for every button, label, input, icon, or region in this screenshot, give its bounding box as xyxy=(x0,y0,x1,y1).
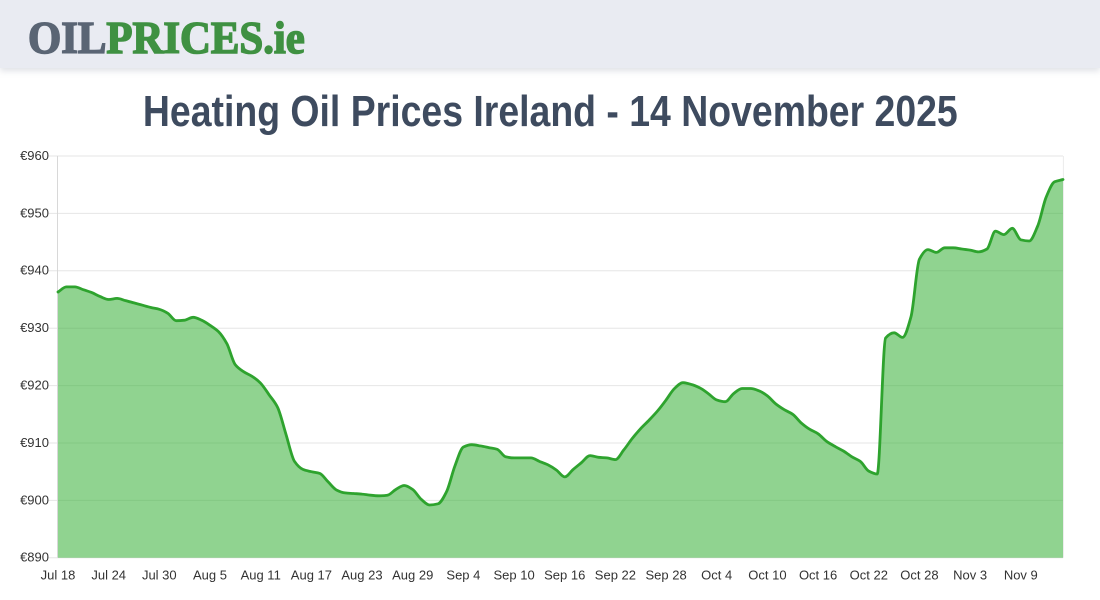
svg-text:€940: €940 xyxy=(20,263,49,278)
svg-text:€950: €950 xyxy=(20,205,49,220)
svg-text:Sep 22: Sep 22 xyxy=(595,568,636,583)
svg-text:Aug 5: Aug 5 xyxy=(193,568,227,583)
svg-text:€930: €930 xyxy=(20,320,49,335)
svg-text:Nov 3: Nov 3 xyxy=(953,568,987,583)
svg-text:€890: €890 xyxy=(20,550,49,565)
svg-text:Jul 24: Jul 24 xyxy=(91,568,126,583)
svg-text:Oct 22: Oct 22 xyxy=(850,568,888,583)
svg-text:Aug 17: Aug 17 xyxy=(291,568,332,583)
svg-text:Sep 4: Sep 4 xyxy=(446,568,480,583)
svg-text:Jul 30: Jul 30 xyxy=(142,568,177,583)
svg-text:€910: €910 xyxy=(20,435,49,450)
svg-text:Jul 18: Jul 18 xyxy=(41,568,76,583)
svg-text:Oct 28: Oct 28 xyxy=(900,568,938,583)
svg-text:Oct 4: Oct 4 xyxy=(701,568,732,583)
svg-text:Oct 10: Oct 10 xyxy=(748,568,786,583)
svg-text:Oct 16: Oct 16 xyxy=(799,568,837,583)
svg-text:Aug 23: Aug 23 xyxy=(341,568,382,583)
svg-text:€920: €920 xyxy=(20,378,49,393)
svg-text:Nov 9: Nov 9 xyxy=(1004,568,1038,583)
svg-text:€960: €960 xyxy=(20,148,49,163)
svg-text:Sep 10: Sep 10 xyxy=(493,568,534,583)
svg-text:Aug 11: Aug 11 xyxy=(241,568,281,583)
svg-text:Aug 29: Aug 29 xyxy=(392,568,433,583)
svg-text:Sep 28: Sep 28 xyxy=(645,568,686,583)
svg-text:Sep 16: Sep 16 xyxy=(544,568,585,583)
svg-text:€900: €900 xyxy=(20,492,49,507)
